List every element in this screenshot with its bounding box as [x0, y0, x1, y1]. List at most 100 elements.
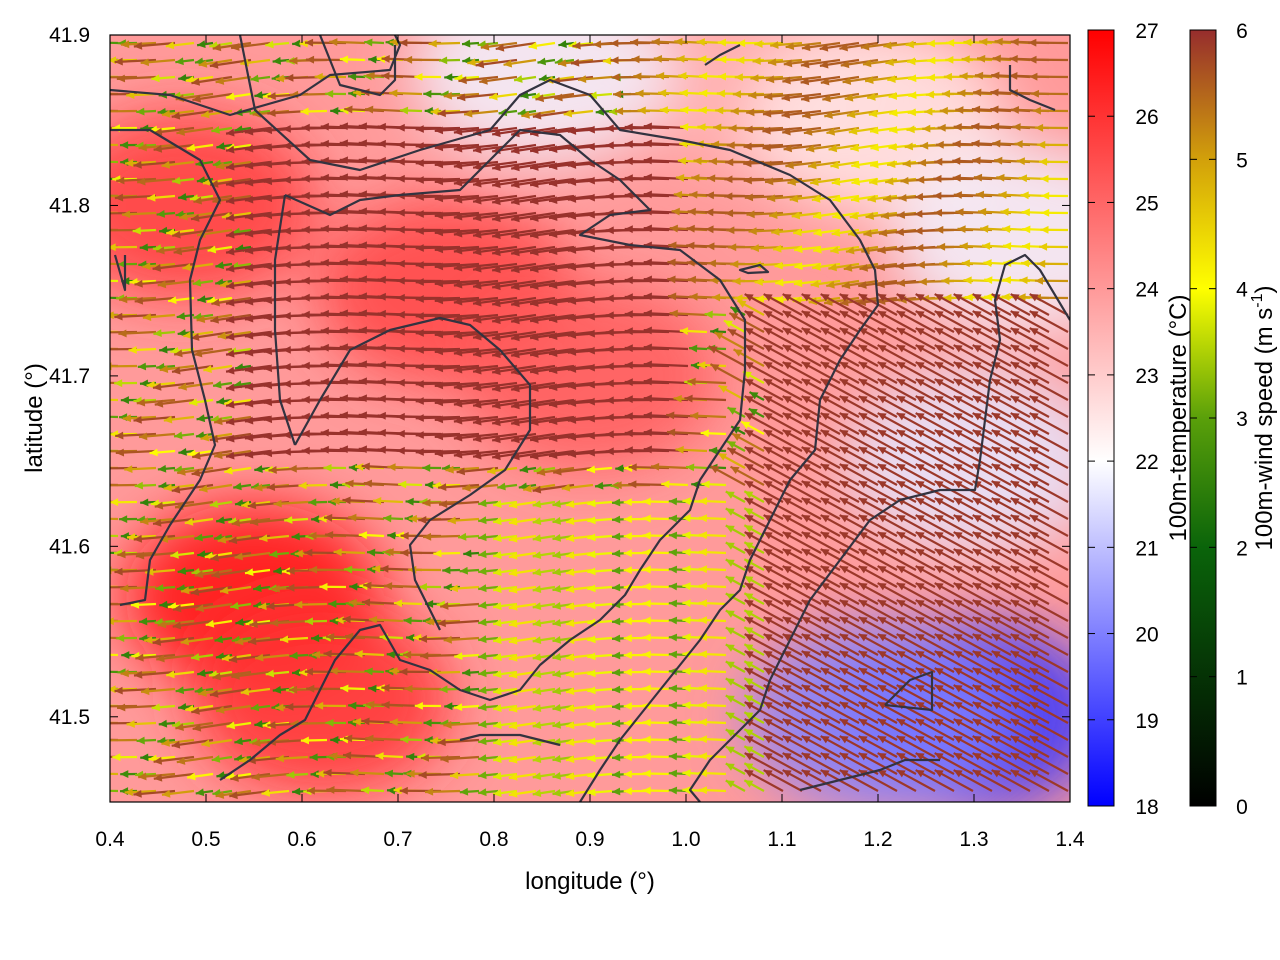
- wind-vector: [171, 176, 195, 185]
- wind-vector: [418, 582, 442, 591]
- wind-vector: [134, 279, 176, 288]
- wind-vector: [743, 779, 765, 792]
- wind-vector: [116, 74, 157, 83]
- wind-vector: [972, 752, 1012, 775]
- wind-vector: [348, 701, 366, 710]
- wind-vector: [171, 109, 214, 120]
- wind-vector: [110, 738, 138, 742]
- wind-vector: [839, 378, 879, 401]
- wind-vector: [133, 670, 176, 679]
- wind-vector: [565, 500, 594, 509]
- wind-vector: [934, 361, 974, 384]
- wind-vector: [132, 226, 157, 235]
- wind-vector: [733, 348, 765, 367]
- wind-vector: [210, 551, 252, 562]
- wind-vector: [415, 210, 461, 218]
- wind-vector: [801, 565, 841, 588]
- wind-vector: [858, 684, 898, 707]
- wind-vector: [398, 480, 423, 489]
- wind-vector: [184, 517, 214, 526]
- wind-vector: [196, 40, 214, 48]
- wind-vector: [642, 599, 670, 608]
- wind-vector: [110, 670, 119, 674]
- wind-vector: [782, 616, 822, 639]
- wind-vector: [491, 211, 537, 223]
- wind-vector: [708, 345, 746, 367]
- wind-vector: [762, 109, 803, 118]
- wind-vector: [675, 445, 708, 454]
- wind-vector: [744, 531, 784, 554]
- wind-vector: [348, 513, 385, 522]
- wind-vector: [953, 752, 993, 775]
- wind-vector: [423, 90, 442, 98]
- wind-vector: [953, 769, 993, 792]
- wind-vector: [839, 667, 879, 690]
- wind-vector: [133, 415, 176, 424]
- wind-vector: [801, 412, 841, 435]
- wind-vector: [800, 75, 841, 86]
- wind-vector: [110, 75, 138, 79]
- wind-vector: [1029, 327, 1069, 350]
- wind-vector: [433, 549, 461, 558]
- contour-line: [110, 35, 402, 117]
- wind-vector: [701, 480, 727, 489]
- wind-vector: [839, 293, 879, 316]
- wind-vector: [820, 344, 860, 367]
- wind-vector: [587, 533, 613, 542]
- colorbar-tick-label: 5: [1236, 149, 1248, 172]
- wind-vector: [304, 617, 328, 626]
- wind-vector: [508, 619, 537, 628]
- wind-vector: [375, 752, 404, 760]
- contour-line: [704, 44, 741, 66]
- wind-vector: [725, 643, 746, 656]
- wind-vector: [839, 41, 879, 52]
- wind-vector: [991, 701, 1031, 724]
- wind-vector: [161, 160, 195, 169]
- wind-vector: [1010, 429, 1050, 452]
- wind-vector: [877, 361, 917, 384]
- wind-vector: [839, 463, 879, 486]
- wind-vector: [953, 310, 993, 333]
- wind-vector: [858, 279, 898, 289]
- contour-line: [318, 35, 397, 97]
- wind-vector: [120, 770, 138, 779]
- wind-vector: [472, 143, 518, 154]
- wind-vector: [725, 745, 746, 758]
- wind-vector: [230, 41, 271, 51]
- wind-vector: [1029, 616, 1069, 639]
- wind-vector: [209, 500, 233, 509]
- wind-colorbar-ticks: 0 1 2 3 4 5 6: [1190, 20, 1248, 819]
- wind-vector: [744, 752, 784, 775]
- wind-vector: [225, 92, 252, 101]
- colorbar-tick-label: 3: [1236, 408, 1248, 431]
- wind-vector: [858, 616, 898, 639]
- wind-vector: [867, 194, 898, 203]
- wind-vector: [440, 602, 480, 610]
- wind-vector: [120, 669, 157, 678]
- wind-vector: [423, 719, 442, 727]
- wind-vector: [915, 446, 955, 469]
- wind-vector: [415, 329, 461, 337]
- wind-vector: [934, 718, 974, 741]
- wind-vector: [286, 770, 309, 779]
- wind-vector: [830, 245, 860, 254]
- wind-vector: [178, 381, 214, 391]
- wind-vector: [743, 507, 765, 520]
- wind-vector: [1034, 123, 1069, 132]
- wind-vector: [782, 582, 822, 605]
- wind-vector: [1010, 667, 1050, 690]
- wind-vector: [896, 531, 936, 554]
- wind-vector: [110, 449, 138, 453]
- wind-vector: [587, 516, 613, 525]
- wind-vector: [743, 711, 765, 724]
- wind-vector: [953, 446, 993, 469]
- wind-vector: [934, 412, 974, 435]
- wind-vector: [972, 718, 1012, 741]
- wind-vector: [708, 446, 727, 455]
- wind-vector: [403, 55, 442, 64]
- wind-vector: [587, 686, 613, 695]
- wind-vector: [762, 126, 803, 135]
- wind-vector: [510, 245, 556, 257]
- wind-vector: [877, 293, 917, 316]
- wind-vector: [182, 262, 214, 272]
